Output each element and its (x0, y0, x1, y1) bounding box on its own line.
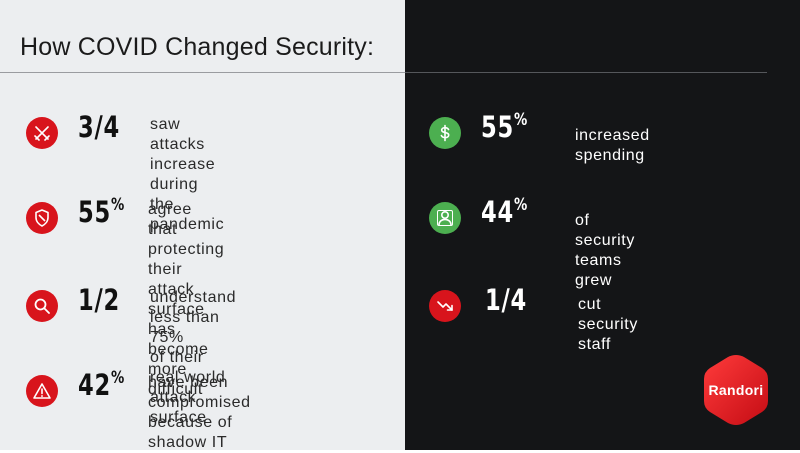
page-title: How COVID Changed Security: (20, 33, 375, 61)
person-icon (429, 202, 461, 234)
stat-description: understand less than 75% of their real w… (150, 289, 237, 426)
right-stats: 55% increased spending 44% of security t… (405, 0, 800, 450)
logo-text: Randori (708, 382, 764, 398)
left-stats: 3/4 saw attacks increase during the pand… (26, 110, 251, 451)
dollar-icon (429, 117, 461, 149)
stat-description: have been compromised because of shadow … (148, 374, 251, 451)
randori-logo: Randori (702, 353, 770, 427)
divider (0, 72, 405, 73)
stat-value: 1/4 (485, 283, 528, 317)
divider (405, 72, 767, 73)
stat-value: 44% (481, 195, 529, 229)
stat-description: agree that protecting their attack surfa… (148, 201, 225, 398)
stat-description: increased spending (575, 127, 650, 164)
shield-icon (26, 202, 58, 234)
crossed-swords-icon (26, 117, 58, 149)
stat-description: of security teams grew (575, 212, 635, 289)
magnifier-icon (26, 290, 58, 322)
logo-hexagon (704, 355, 768, 425)
stat-value: 3/4 (78, 110, 121, 144)
stat-value: 55% (481, 110, 529, 144)
stat-value: 55% (78, 195, 126, 229)
left-panel (0, 0, 405, 450)
stat-description: saw attacks increase during the pandemic (150, 116, 225, 233)
stat-description: cut security staff (578, 296, 638, 353)
trend-down-icon (429, 290, 461, 322)
stat-value: 1/2 (78, 283, 121, 317)
stat-value: 42% (78, 368, 126, 402)
warning-triangle-icon (26, 375, 58, 407)
